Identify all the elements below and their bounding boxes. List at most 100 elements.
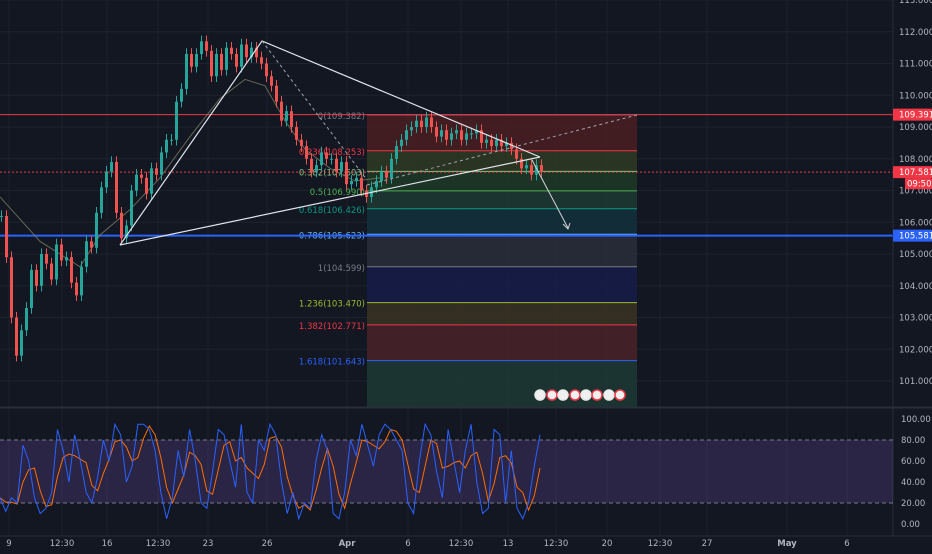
fib-level-label: 1(104.599)	[318, 264, 365, 274]
candle-body	[495, 139, 498, 147]
candle-body	[285, 111, 288, 121]
event-flag-icon[interactable]	[557, 389, 569, 401]
event-flag-icon[interactable]	[546, 389, 558, 401]
candle-body	[170, 139, 173, 141]
candle-body	[530, 165, 533, 175]
candle-body	[360, 177, 363, 191]
candle-body	[220, 54, 223, 70]
candle-body	[470, 133, 473, 135]
candle-body	[235, 54, 238, 67]
oscillator-axis-tick-label: 60.00	[901, 457, 925, 467]
time-axis-tick-label: 6	[405, 539, 410, 549]
candle-body	[445, 130, 448, 140]
price-axis-tick-label: 111.000	[899, 60, 932, 70]
price-axis-tick-label: 109.000	[899, 123, 932, 133]
candle-body	[300, 139, 303, 147]
candle-body	[525, 165, 528, 169]
fib-zone	[367, 324, 637, 361]
candle-body	[45, 254, 48, 264]
price-axis-tick-label: 106.000	[899, 218, 932, 228]
candle-body	[410, 127, 413, 131]
candle-body	[430, 117, 433, 128]
candle-body	[80, 266, 83, 296]
candle-body	[15, 317, 18, 356]
oscillator-axis-tick-label: 80.00	[901, 436, 925, 446]
fib-zone	[367, 302, 637, 325]
candle-body	[55, 244, 58, 280]
candle-body	[125, 225, 128, 239]
dashed-projection-line	[366, 114, 638, 186]
candle-body	[115, 161, 118, 213]
price-axis-tick-label: 101.000	[899, 377, 932, 387]
candle-body	[335, 158, 338, 172]
candle-body	[485, 139, 488, 143]
candle-body	[160, 152, 163, 175]
candle-body	[75, 282, 78, 296]
fib-zone	[367, 171, 637, 191]
candle-body	[520, 158, 523, 169]
event-flag-icon[interactable]	[614, 389, 626, 401]
fib-level-label: 1.618(101.643)	[299, 358, 365, 368]
candle-body	[395, 146, 398, 159]
candle-body	[355, 177, 358, 182]
candle-body	[260, 57, 263, 64]
candle-body	[265, 63, 268, 77]
fib-zone	[367, 150, 637, 172]
oscillator-axis-tick-label: 40.00	[901, 478, 925, 488]
candle-body	[0, 215, 3, 217]
fib-zone	[367, 208, 637, 235]
time-axis-tick-label: 26	[262, 539, 273, 549]
candle-body	[50, 263, 53, 280]
price-axis-tick-label: 103.000	[899, 314, 932, 324]
price-axis-tick-label: 104.000	[899, 282, 932, 292]
candle-body	[380, 171, 383, 182]
candle-body	[85, 241, 88, 267]
time-axis-tick-label: 12:30	[648, 539, 673, 549]
fib-level-label: 0.236(108.253)	[299, 148, 365, 158]
candle-body	[155, 168, 158, 175]
event-flag-icon[interactable]	[591, 389, 603, 401]
event-flag-icon[interactable]	[569, 389, 581, 401]
candle-body	[385, 171, 388, 178]
candle-body	[20, 330, 23, 356]
candle-body	[130, 190, 133, 226]
candle-body	[500, 139, 503, 147]
candle-body	[25, 308, 28, 331]
candle-body	[210, 50, 213, 77]
candle-body	[305, 146, 308, 159]
event-flag-icon[interactable]	[534, 389, 546, 401]
price-axis-tick-label: 108.000	[899, 155, 932, 165]
price-axis-tick-label: 112.000	[899, 28, 932, 38]
oscillator-k-line	[0, 422, 541, 521]
candle-body	[245, 44, 248, 58]
candle-body	[350, 181, 353, 185]
candle-body	[70, 257, 73, 283]
candle-body	[60, 244, 63, 261]
candle-body	[190, 54, 193, 67]
price-level-badge	[893, 108, 932, 121]
candle-body	[65, 257, 68, 261]
candle-body	[435, 127, 438, 137]
price-level-badge-text: 109.391	[899, 111, 932, 121]
time-axis-tick-label: 12:30	[449, 539, 474, 549]
time-axis-tick-label: 16	[102, 539, 113, 549]
triangle-base-line[interactable]	[119, 156, 541, 246]
candle-body	[105, 171, 108, 188]
time-axis-tick-label: 23	[203, 539, 214, 549]
event-flag-icon[interactable]	[603, 389, 615, 401]
price-axis-bg	[893, 0, 932, 550]
time-axis-bg	[0, 536, 932, 550]
candle-body	[490, 139, 493, 147]
fib-level-label: 1.236(103.470)	[299, 300, 365, 310]
candle-body	[315, 165, 318, 172]
oscillator-axis-tick-label: 100.00	[901, 415, 931, 425]
candle-body	[215, 54, 218, 77]
price-level-badge	[893, 166, 932, 179]
event-flag-icon[interactable]	[580, 389, 592, 401]
candle-body	[40, 254, 43, 286]
fib-level-label: 0(109.382)	[318, 112, 365, 122]
candle-body	[230, 47, 233, 55]
time-axis-tick-label: 12:30	[50, 539, 75, 549]
time-axis-tick-label: 9	[6, 539, 11, 549]
